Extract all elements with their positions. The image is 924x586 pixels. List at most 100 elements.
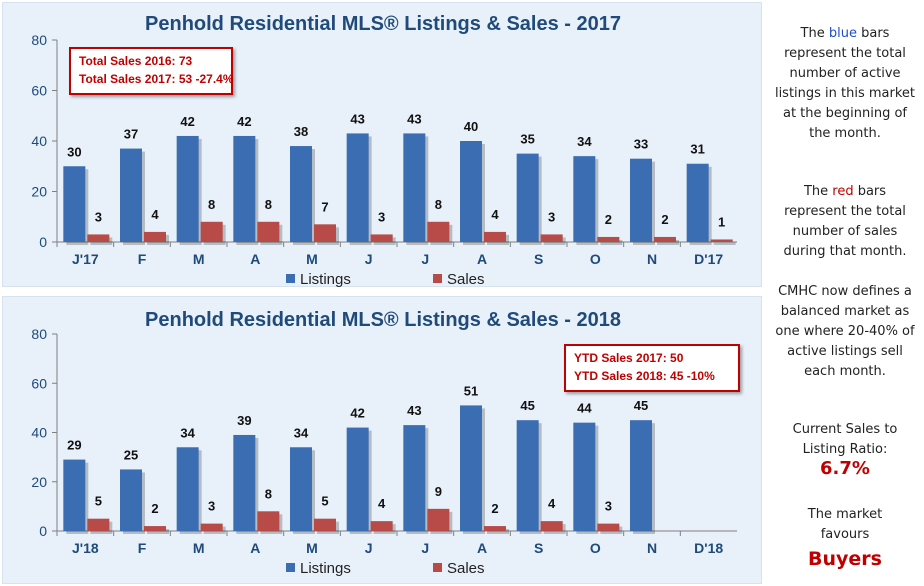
listings-data-label: 29 xyxy=(67,438,81,453)
y-tick-label: 0 xyxy=(39,234,47,250)
explanation-sidebar: The blue bars represent the total number… xyxy=(764,0,924,586)
x-tick-label: J xyxy=(365,251,373,267)
blue-bars-explanation: The blue bars represent the total number… xyxy=(772,24,918,144)
legend-listings-swatch xyxy=(286,563,295,572)
sales-bar xyxy=(597,523,620,531)
listings-data-label: 42 xyxy=(350,406,364,421)
listings-bar xyxy=(63,166,86,242)
sales-data-label: 1 xyxy=(718,214,725,229)
listings-data-label: 35 xyxy=(520,132,534,147)
listings-bar xyxy=(630,158,652,242)
listings-bar xyxy=(176,135,199,242)
sales-bar xyxy=(200,523,223,531)
listings-bar xyxy=(346,133,369,242)
text-fragment: bars represent the total number of sales… xyxy=(783,184,907,259)
listings-data-label: 34 xyxy=(577,134,592,149)
x-tick-label: N xyxy=(647,251,657,267)
sales-data-label: 5 xyxy=(321,494,328,509)
bar-chart-2017: 020406080J'17303F374M428A428M387J433J438… xyxy=(31,32,737,288)
listings-bar xyxy=(403,425,426,531)
sales-bar xyxy=(257,511,280,531)
listings-data-label: 39 xyxy=(237,413,251,428)
sales-bar xyxy=(540,234,563,242)
y-tick-label: 0 xyxy=(39,523,47,539)
favours-value: Buyers xyxy=(808,548,882,570)
sales-data-label: 3 xyxy=(548,209,555,224)
red-word: red xyxy=(832,184,854,199)
sales-data-label: 3 xyxy=(95,209,102,224)
listings-data-label: 25 xyxy=(124,447,138,462)
sales-data-label: 8 xyxy=(208,197,215,212)
text-fragment: The xyxy=(800,26,829,41)
listings-data-label: 33 xyxy=(634,137,648,152)
sales-data-label: 3 xyxy=(378,209,385,224)
x-tick-label: M xyxy=(306,540,318,556)
listings-bar xyxy=(290,146,312,242)
sales-bar xyxy=(87,518,110,531)
listings-data-label: 30 xyxy=(67,144,81,159)
sales-data-label: 2 xyxy=(151,501,158,516)
sales-bar xyxy=(654,236,676,242)
sales-bar xyxy=(314,224,336,242)
listings-data-label: 43 xyxy=(350,111,364,126)
x-tick-label: S xyxy=(534,251,543,267)
legend-sales-label: Sales xyxy=(447,560,485,577)
sales-bar xyxy=(484,526,506,531)
x-tick-label: F xyxy=(138,540,147,556)
x-tick-label: A xyxy=(250,251,260,267)
sales-data-label: 8 xyxy=(265,486,272,501)
sales-bar xyxy=(257,221,280,242)
listings-bar xyxy=(120,469,142,531)
sales-bar xyxy=(710,239,733,242)
x-tick-label: J xyxy=(365,540,373,556)
sales-bar xyxy=(484,231,506,242)
x-tick-label: F xyxy=(138,251,147,267)
callout-line-1: Total Sales 2016: 73 xyxy=(79,54,193,68)
listings-bar xyxy=(516,153,539,242)
y-tick-label: 80 xyxy=(31,32,47,48)
total-sales-callout: Total Sales 2016: 73 Total Sales 2017: 5… xyxy=(69,47,234,95)
y-tick-label: 40 xyxy=(31,425,47,441)
legend-sales-label: Sales xyxy=(447,271,485,288)
sales-data-label: 2 xyxy=(491,501,498,516)
text-fragment: bars represent the total number of activ… xyxy=(774,26,916,141)
chart-panel-2017: Penhold Residential MLS® Listings & Sale… xyxy=(2,2,762,288)
listings-bar xyxy=(63,459,86,531)
x-tick-label: D'18 xyxy=(694,540,723,556)
listings-bar xyxy=(403,133,426,242)
sales-data-label: 3 xyxy=(208,499,215,514)
listings-bar xyxy=(460,405,482,531)
legend-listings-swatch xyxy=(286,274,295,283)
chart-panel-2018: Penhold Residential MLS® Listings & Sale… xyxy=(2,296,762,584)
sales-data-label: 4 xyxy=(491,207,499,222)
legend-listings-label: Listings xyxy=(300,560,351,577)
x-tick-label: D'17 xyxy=(694,251,723,267)
listings-data-label: 45 xyxy=(634,398,648,413)
x-tick-label: O xyxy=(590,251,601,267)
chart-title: Penhold Residential MLS® Listings & Sale… xyxy=(145,13,621,35)
listings-bar xyxy=(176,447,199,531)
sales-data-label: 9 xyxy=(435,484,442,499)
blue-word: blue xyxy=(828,26,857,41)
bar-shadow xyxy=(657,239,679,245)
x-tick-label: J'17 xyxy=(72,251,99,267)
y-tick-label: 80 xyxy=(31,326,47,342)
sales-data-label: 5 xyxy=(95,494,102,509)
sales-data-label: 8 xyxy=(265,197,272,212)
sales-data-label: 7 xyxy=(321,199,328,214)
sales-bar xyxy=(597,236,620,242)
x-tick-label: A xyxy=(477,251,487,267)
x-tick-label: S xyxy=(534,540,543,556)
red-bars-explanation: The red bars represent the total number … xyxy=(772,182,918,262)
x-tick-label: A xyxy=(477,540,487,556)
ytd-sales-callout: YTD Sales 2017: 50 YTD Sales 2018: 45 -1… xyxy=(564,344,740,392)
cmhc-explanation: CMHC now defines a balanced market as on… xyxy=(775,284,915,379)
x-tick-label: J xyxy=(421,540,429,556)
sales-data-label: 8 xyxy=(435,197,442,212)
listings-data-label: 42 xyxy=(180,114,194,129)
x-tick-label: M xyxy=(193,251,205,267)
sales-bar xyxy=(87,234,110,242)
sales-bar xyxy=(200,221,223,242)
listings-data-label: 51 xyxy=(464,383,478,398)
y-tick-label: 20 xyxy=(31,474,47,490)
